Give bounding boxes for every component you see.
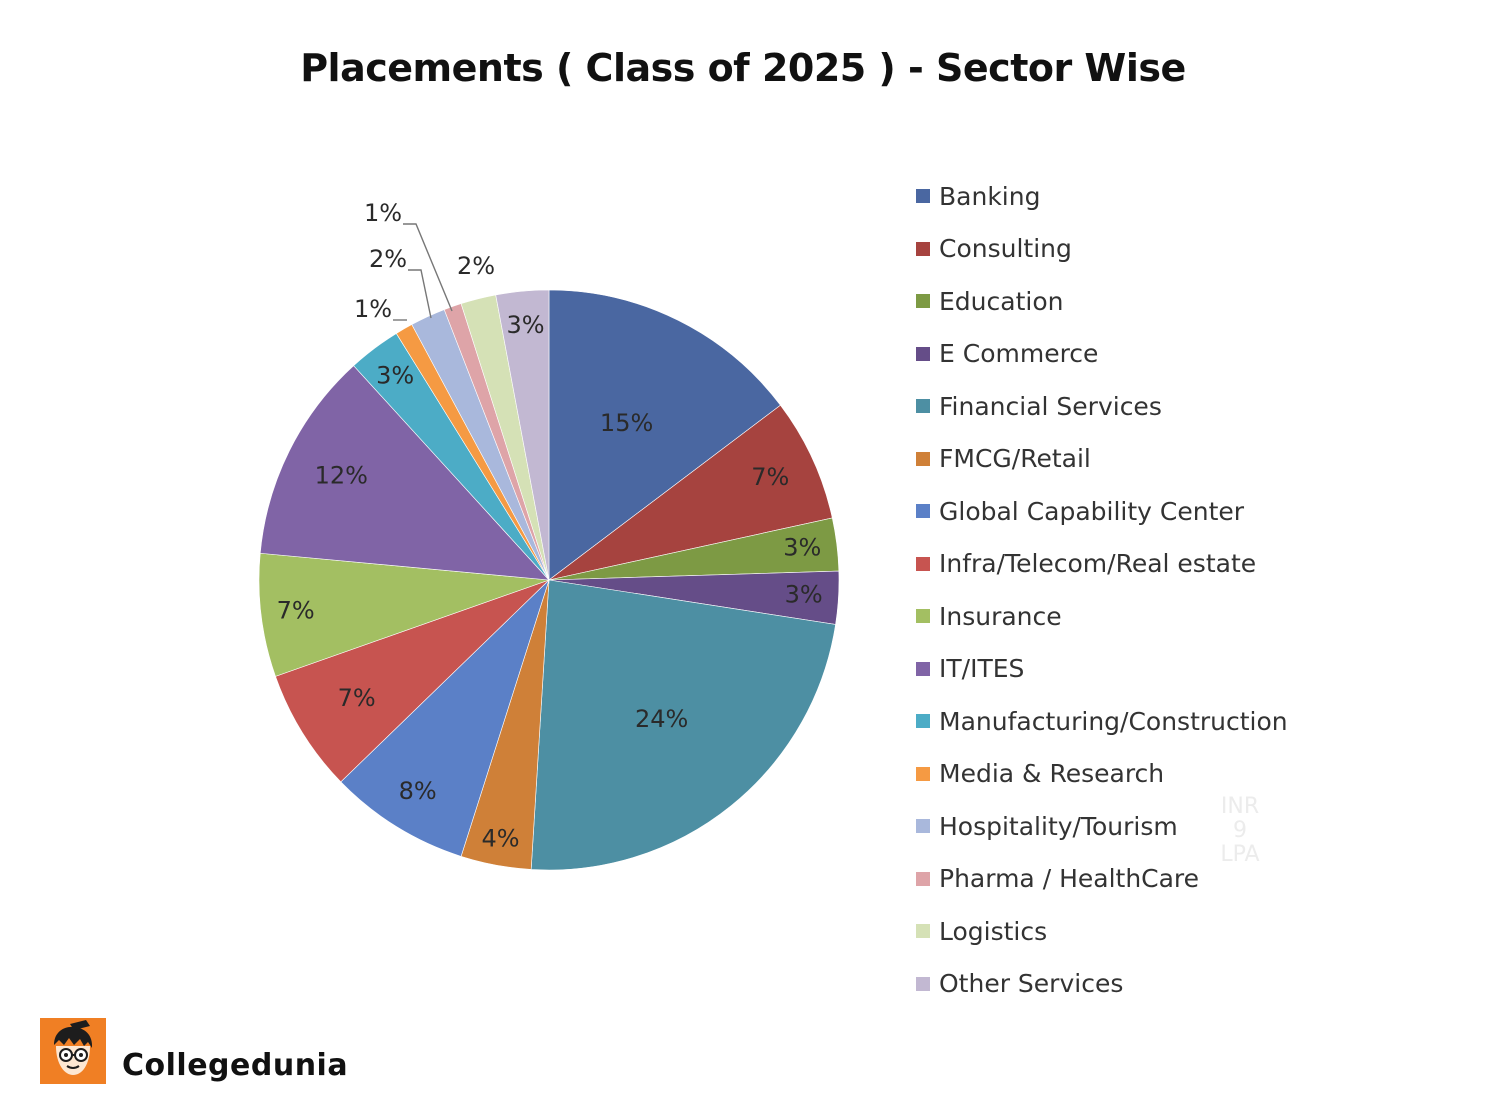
slice-label-hospitality-tourism: 2% <box>369 245 407 273</box>
legend: Banking Consulting Education E Commerce Fina… <box>916 170 1288 1010</box>
legend-item-fmcg-retail: FMCG/Retail <box>916 433 1288 486</box>
legend-swatch-fmcg-retail <box>916 451 930 466</box>
legend-label-e-commerce: E Commerce <box>939 339 1099 369</box>
legend-label-manufacturing-construction: Manufacturing/Construction <box>939 706 1288 736</box>
slice-insurance <box>258 552 550 677</box>
chart-title: Placements ( Class of 2025 ) - Sector Wi… <box>300 46 1186 90</box>
slice-other-services <box>495 289 550 581</box>
legend-label-other-services: Other Services <box>939 969 1124 999</box>
collegedunia-logo-icon <box>40 1018 106 1084</box>
slice-label-it-ites: 12% <box>315 462 368 490</box>
legend-swatch-logistics <box>916 924 930 939</box>
legend-item-media-research: Media & Research <box>916 748 1288 801</box>
legend-label-infra-telecom-real-estate: Infra/Telecom/Real estate <box>939 549 1257 579</box>
slice-label-banking: 15% <box>600 409 653 437</box>
legend-swatch-financial-services <box>916 399 930 414</box>
legend-swatch-infra-telecom-real-estate <box>916 556 930 571</box>
legend-label-it-ites: IT/ITES <box>939 654 1025 684</box>
slice-label-other-services: 3% <box>506 311 544 339</box>
slice-label-infra-telecom-real-estate: 7% <box>338 684 376 712</box>
slice-global-capability-center <box>340 579 550 857</box>
legend-item-logistics: Logistics <box>916 905 1288 958</box>
legend-item-consulting: Consulting <box>916 223 1288 276</box>
slice-it-ites <box>259 365 550 581</box>
legend-swatch-e-commerce <box>916 346 930 361</box>
legend-label-education: Education <box>939 286 1064 316</box>
legend-label-financial-services: Financial Services <box>939 391 1162 421</box>
legend-swatch-insurance <box>916 609 930 624</box>
slice-consulting <box>548 404 833 581</box>
legend-item-global-capability-center: Global Capability Center <box>916 485 1288 538</box>
legend-swatch-global-capability-center <box>916 504 930 519</box>
slice-label-insurance: 7% <box>277 596 315 624</box>
legend-label-pharma-healthcare: Pharma / HealthCare <box>939 864 1200 894</box>
watermark-line-3: LPA <box>1220 842 1260 867</box>
watermark-line-1: INR <box>1220 794 1260 819</box>
slice-label-manufacturing-construction: 3% <box>376 361 414 389</box>
slice-infra-telecom-real-estate <box>275 579 550 783</box>
legend-item-financial-services: Financial Services <box>916 380 1288 433</box>
pie-slices <box>258 289 840 871</box>
legend-item-education: Education <box>916 275 1288 328</box>
leader-line-hospitality-tourism <box>408 269 432 319</box>
slice-label-global-capability-center: 8% <box>399 777 437 805</box>
legend-swatch-manufacturing-construction <box>916 714 930 729</box>
legend-label-global-capability-center: Global Capability Center <box>939 496 1245 526</box>
legend-swatch-other-services <box>916 976 930 991</box>
slice-banking <box>548 289 781 581</box>
watermark-line-2: 9 <box>1233 818 1247 843</box>
legend-item-it-ites: IT/ITES <box>916 643 1288 696</box>
slice-labels: 15% 7% 3% 3% 24% 4% 8% 7% 7% 12% 3% 1% 2% 1% 2% 3% <box>277 199 823 852</box>
legend-item-banking: Banking <box>916 170 1288 223</box>
legend-label-banking: Banking <box>939 181 1041 211</box>
legend-swatch-media-research <box>916 766 930 781</box>
legend-label-media-research: Media & Research <box>939 759 1165 789</box>
legend-swatch-consulting <box>916 241 930 256</box>
brand: Collegedunia <box>40 1018 348 1084</box>
legend-swatch-banking <box>916 189 930 204</box>
legend-label-hospitality-tourism: Hospitality/Tourism <box>939 811 1178 841</box>
legend-swatch-it-ites <box>916 661 930 676</box>
legend-label-consulting: Consulting <box>939 234 1072 264</box>
legend-item-insurance: Insurance <box>916 590 1288 643</box>
slice-label-consulting: 7% <box>751 463 789 491</box>
slice-label-logistics: 2% <box>457 252 495 280</box>
legend-item-hospitality-tourism: Hospitality/Tourism <box>916 800 1288 853</box>
brand-name: Collegedunia <box>122 1048 349 1083</box>
slice-label-media-research: 1% <box>354 295 392 323</box>
slice-label-education: 3% <box>783 534 821 562</box>
legend-swatch-hospitality-tourism <box>916 819 930 834</box>
legend-item-manufacturing-construction: Manufacturing/Construction <box>916 695 1288 748</box>
watermark: INR 9 LPA <box>1210 795 1270 867</box>
legend-label-logistics: Logistics <box>939 916 1048 946</box>
legend-item-pharma-healthcare: Pharma / HealthCare <box>916 853 1288 906</box>
slice-label-financial-services: 24% <box>635 705 688 733</box>
slice-financial-services <box>530 579 836 871</box>
legend-item-infra-telecom-real-estate: Infra/Telecom/Real estate <box>916 538 1288 591</box>
slice-label-pharma-healthcare: 1% <box>364 199 402 227</box>
legend-item-e-commerce: E Commerce <box>916 328 1288 381</box>
legend-swatch-education <box>916 294 930 309</box>
leader-lines <box>393 223 453 321</box>
legend-swatch-pharma-healthcare <box>916 871 930 886</box>
slice-label-fmcg-retail: 4% <box>481 824 519 852</box>
slice-label-e-commerce: 3% <box>785 581 823 609</box>
legend-label-fmcg-retail: FMCG/Retail <box>939 444 1091 474</box>
legend-item-other-services: Other Services <box>916 958 1288 1011</box>
legend-label-insurance: Insurance <box>939 601 1062 631</box>
leader-line-pharma-healthcare <box>403 223 453 312</box>
